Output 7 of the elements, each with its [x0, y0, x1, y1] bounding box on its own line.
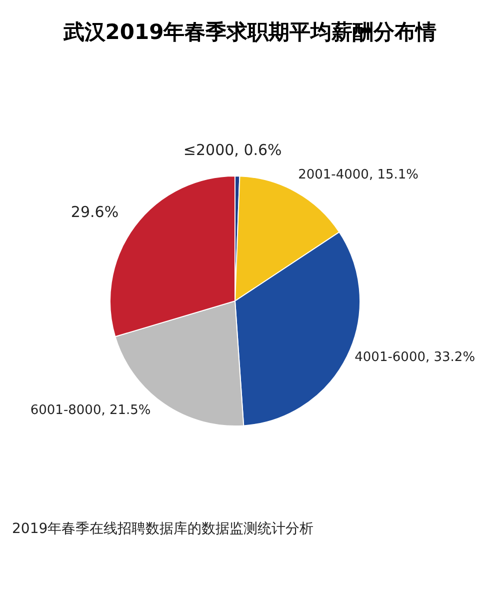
text: 2019年春季在线招聘数据库的数据监测统计分析	[11, 520, 315, 538]
slice-label: 6001-8000, 21.5%	[30, 402, 151, 418]
slice-label: 4001-6000, 33.2%	[354, 350, 476, 366]
slice-label: 2001-4000, 15.1%	[298, 167, 419, 182]
chart-title: 武汉2019年春季求职期平均薪酬分布情	[62, 19, 438, 46]
data-label: 29.6%	[70, 202, 119, 221]
slice-label: ≤2000, 0.6%	[183, 141, 282, 160]
